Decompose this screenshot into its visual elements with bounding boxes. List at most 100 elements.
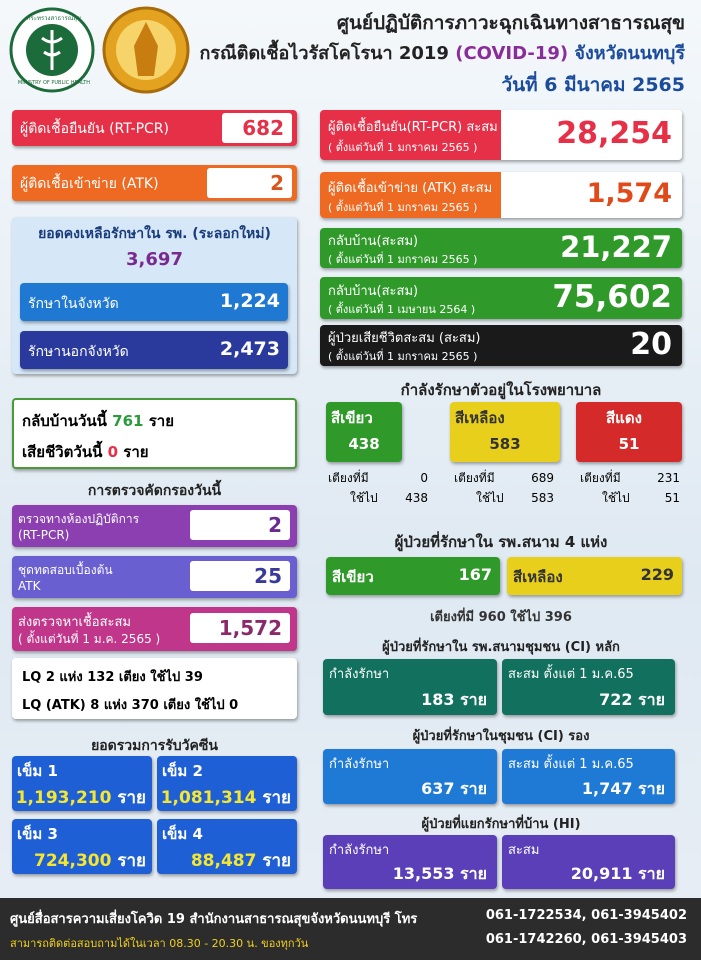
label: เข็ม 3 [17, 825, 58, 843]
since: ( ตั้งแต่วันที่ 1 มกราคม 2565 ) [328, 201, 478, 214]
section-title: ยอดรวมการรับวัคซีน [91, 738, 218, 754]
unit: ราย [262, 851, 291, 871]
label: สีแดง [606, 409, 642, 427]
footer-phones: 061-1722534, 061-3945402 [485, 908, 687, 923]
section-title: ผู้ป่วยที่รักษาใน รพ.สนามชุมชน (CI) หลัก [382, 640, 620, 655]
today-row: เสียชีวิตวันนี้ 0 ราย [22, 440, 149, 464]
unit: ราย [148, 412, 174, 430]
title: ศูนย์ปฏิบัติการภาวะฉุกเฉินทางสาธารณสุข [336, 12, 685, 34]
in-province: รักษาในจังหวัด 1,224 [20, 283, 288, 321]
value: 637 ราย [421, 779, 487, 798]
footer-hours: สามารถติดต่อสอบถามได้ในเวลา 08.30 - 20.3… [10, 937, 309, 950]
value: 51 [664, 491, 680, 505]
label: กลับบ้าน(สะสม) [328, 234, 419, 249]
label: กลับบ้าน(สะสม) [328, 284, 419, 299]
value: 689 [531, 471, 554, 485]
value: 2 [190, 510, 290, 540]
label: กลับบ้านวันนี้ [22, 412, 107, 430]
unit: ราย [262, 788, 291, 808]
label: ใช้ไป [602, 491, 630, 505]
value: 1,574 [586, 178, 672, 209]
label: เข็ม 4 [162, 825, 203, 843]
label: ยอดคงเหลือรักษาใน รพ. (ระลอกใหม่) [38, 226, 271, 242]
vaccine-tile: เข็ม 4 88,487 ราย [157, 819, 297, 874]
level-card: สีแดง 51 [576, 402, 682, 462]
remaining-panel: ยอดคงเหลือรักษาใน รพ. (ระลอกใหม่) 3,697 … [12, 217, 297, 374]
used-row: ใช้ไป 438 [328, 488, 428, 508]
value: 438 [405, 491, 428, 505]
sublabel: ( ตั้งแต่วันที่ 1 ม.ค. 2565 ) [18, 632, 161, 646]
screen-item: ตรวจทางห้องปฏิบัติการ (RT-PCR) 2 [12, 505, 297, 547]
label: เข็ม 1 [17, 762, 58, 780]
value: 583 [489, 435, 521, 453]
since: ( ตั้งแต่วันที่ 1 มกราคม 2565 ) [328, 350, 478, 363]
field-card: สีเหลือง 229 [507, 557, 682, 595]
value: 20,911 ราย [570, 864, 665, 883]
level-card: สีเหลือง 583 [450, 402, 560, 462]
since: ( ตั้งแต่วันที่ 1 มกราคม 2565 ) [328, 141, 478, 154]
sublabel: (RT-PCR) [18, 528, 70, 542]
label: ใช้ไป [476, 491, 504, 505]
cumulative: ผู้ติดเชื้อยืนยัน(RT-PCR) สะสม ( ตั้งแต่… [320, 110, 682, 160]
label: สีเหลือง [455, 409, 505, 427]
subtitle-part: กรณีติดเชื้อไวรัสโคโรนา 2019 [199, 43, 449, 64]
screen-item: ส่งตรวจหาเชื้อสะสม ( ตั้งแต่วันที่ 1 ม.ค… [12, 607, 297, 651]
value-row: 724,300 ราย [34, 847, 146, 874]
value-row: 88,487 ราย [191, 847, 291, 874]
value: 724,300 [34, 851, 112, 871]
value: 75,602 [552, 279, 672, 315]
label: สีเขียว [332, 568, 374, 586]
value: 682 [222, 113, 292, 143]
section-title: ผู้ป่วยที่แยกรักษาที่บ้าน (HI) [421, 817, 581, 832]
value: 722 ราย [599, 690, 665, 709]
label: สะสม [508, 843, 540, 858]
value: 231 [657, 471, 680, 485]
value: 25 [190, 561, 290, 591]
value: 28,254 [556, 116, 672, 151]
label: กำลังรักษา [329, 667, 390, 682]
daily-confirmed: ผู้ติดเชื้อยืนยัน (RT-PCR) 682 [12, 110, 297, 146]
label: ผู้ติดเชื้อยืนยัน(RT-PCR) สะสม [328, 120, 498, 135]
footer: ศูนย์สื่อสารความเสี่ยงโควิด 19 สำนักงานส… [0, 898, 701, 960]
since: ( ตั้งแต่วันที่ 1 มกราคม 2565 ) [328, 253, 478, 266]
used-row: ใช้ไป 51 [580, 488, 680, 508]
logo-text: กระทรวงสาธารณสุข [26, 15, 82, 22]
label: เสียชีวิตวันนี้ [22, 443, 103, 461]
value: 21,227 [560, 230, 672, 264]
today-row: กลับบ้านวันนี้ 761 ราย [22, 409, 174, 433]
section-title: การตรวจคัดกรองวันนี้ [87, 483, 222, 499]
value: 13,553 ราย [392, 864, 487, 883]
lq-line: LQ 2 แห่ง 132 เตียง ใช้ไป 39 [22, 670, 203, 685]
logos [9, 6, 190, 94]
since: ( ตั้งแต่วันที่ 1 เมษายน 2564 ) [328, 303, 476, 316]
section-title: ผู้ป่วยที่รักษาใน รพ.สนาม 4 แห่ง [394, 533, 608, 551]
label: สะสม ตั้งแต่ 1 ม.ค.65 [508, 667, 634, 682]
field-card: สีเขียว 167 [326, 557, 500, 595]
ci-card: กำลังรักษา 637 ราย [323, 749, 497, 804]
ci-card: สะสม ตั้งแต่ 1 ม.ค.65 722 ราย [502, 659, 675, 715]
footer-org: ศูนย์สื่อสารความเสี่ยงโควิด 19 สำนักงานส… [10, 912, 418, 927]
vaccine-tile: เข็ม 1 1,193,210 ราย [12, 756, 152, 811]
footer-phones: 061-1742260, 061-3945403 [485, 932, 687, 947]
label: ตรวจทางห้องปฏิบัติการ [18, 512, 140, 526]
unit: ราย [123, 443, 149, 461]
cumulative: กลับบ้าน(สะสม) ( ตั้งแต่วันที่ 1 เมษายน … [320, 277, 682, 319]
value-row: 1,193,210 ราย [16, 784, 146, 811]
label: ผู้ติดเชื้อเข้าข่าย (ATK) [20, 176, 159, 192]
beds-row: เตียงที่มี 0 [328, 468, 428, 488]
ci-card: กำลังรักษา 183 ราย [323, 659, 497, 715]
label: กำลังรักษา [329, 757, 390, 772]
hi-card: สะสม 20,911 ราย [502, 835, 675, 889]
used-row: ใช้ไป 583 [454, 488, 554, 508]
date: วันที่ 6 มีนาคม 2565 [501, 74, 685, 96]
label: ใช้ไป [350, 491, 378, 505]
label: ชุดทดสอบเบื้องต้น [18, 563, 113, 577]
lq-panel: LQ 2 แห่ง 132 เตียง ใช้ไป 39 LQ (ATK) 8 … [12, 658, 297, 719]
unit: ราย [117, 788, 146, 808]
lq-line: LQ (ATK) 8 แห่ง 370 เตียง ใช้ไป 0 [22, 698, 239, 713]
value: 438 [348, 435, 380, 453]
value: 167 [458, 565, 492, 584]
value: 20 [630, 327, 672, 362]
cumulative: ผู้ติดเชื้อเข้าข่าย (ATK) สะสม ( ตั้งแต่… [320, 172, 682, 218]
